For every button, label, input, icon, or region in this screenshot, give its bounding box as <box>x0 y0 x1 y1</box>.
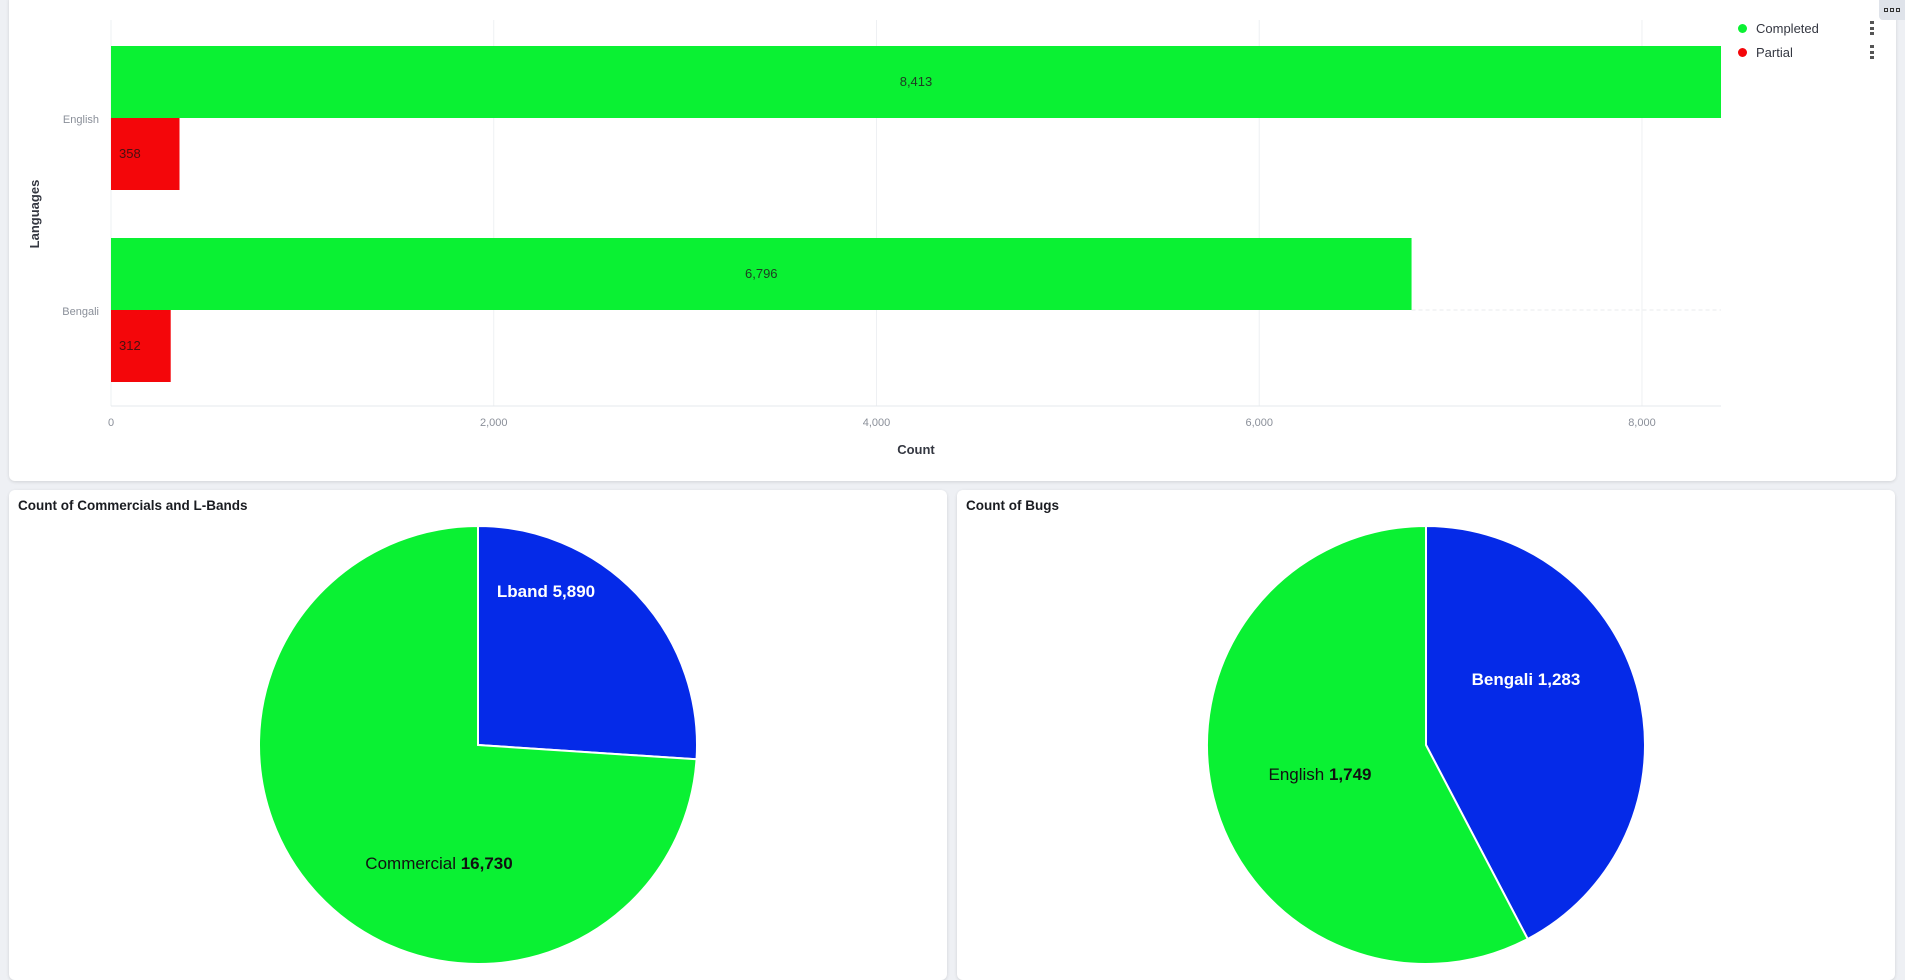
x-tick-label: 4,000 <box>863 417 891 429</box>
bar-completed-english <box>111 46 1721 118</box>
legend-item-partial[interactable]: Partial <box>1734 40 1874 64</box>
pie-slice-bengali <box>1425 524 1646 941</box>
bar-value-label: 8,413 <box>900 74 933 89</box>
legend-item-completed[interactable]: Completed <box>1734 16 1874 40</box>
legend-label: Partial <box>1756 44 1793 60</box>
bar-value-label: 358 <box>119 146 141 161</box>
legend-color-dot <box>1738 23 1747 33</box>
x-tick-label: 0 <box>108 417 114 429</box>
bar-chart-panel: 0 2,000 4,000 6,000 8,000 English 8,413 358 Beng… <box>9 0 1896 481</box>
y-axis-title: Languages <box>27 180 42 249</box>
x-tick-label: 8,000 <box>1628 417 1656 429</box>
pie-slice-label: English 1,749 <box>1268 765 1371 784</box>
pie-slice-commercial <box>258 524 698 965</box>
pie-slice-label: Bengali 1,283 <box>1472 670 1581 689</box>
x-tick-label: 6,000 <box>1245 417 1273 429</box>
bar-partial-bengali <box>111 310 171 382</box>
bar-chart: 0 2,000 4,000 6,000 8,000 English 8,413 358 Beng… <box>27 20 1721 457</box>
panel-title: Count of Bugs <box>966 498 1059 513</box>
commercials-pie-panel: Count of Commercials and L-Bands Lband 5… <box>9 490 947 980</box>
pie-slice-label: Lband 5,890 <box>497 582 595 601</box>
options-icon <box>1884 8 1888 12</box>
x-tick-label: 2,000 <box>480 417 508 429</box>
y-tick-label: Bengali <box>62 306 99 318</box>
legend-color-dot <box>1738 47 1747 57</box>
panel-title: Count of Commercials and L-Bands <box>18 498 248 513</box>
bar-partial-english <box>111 118 180 190</box>
bugs-pie-chart: Bengali 1,283 English 1,749 <box>1206 524 1646 965</box>
pie-slice-lband <box>477 524 698 761</box>
panel-options-button[interactable] <box>1879 0 1905 20</box>
pie-slice-label: Commercial 16,730 <box>365 854 512 873</box>
pie-slice-english <box>1206 524 1530 965</box>
chart-legend: Completed Partial <box>1734 16 1874 64</box>
legend-label: Completed <box>1756 20 1819 36</box>
bar-value-label: 312 <box>119 338 141 353</box>
bar-completed-bengali <box>111 238 1412 310</box>
legend-options-icon[interactable] <box>1870 21 1874 35</box>
legend-options-icon[interactable] <box>1870 45 1874 59</box>
x-axis-title: Count <box>897 442 935 457</box>
bugs-pie-panel: Count of Bugs Bengali 1,283 English 1,749 <box>957 490 1895 980</box>
bar-value-label: 6,796 <box>745 266 778 281</box>
commercials-pie-chart: Lband 5,890 Commercial 16,730 <box>258 524 698 965</box>
y-tick-label: English <box>63 114 99 126</box>
